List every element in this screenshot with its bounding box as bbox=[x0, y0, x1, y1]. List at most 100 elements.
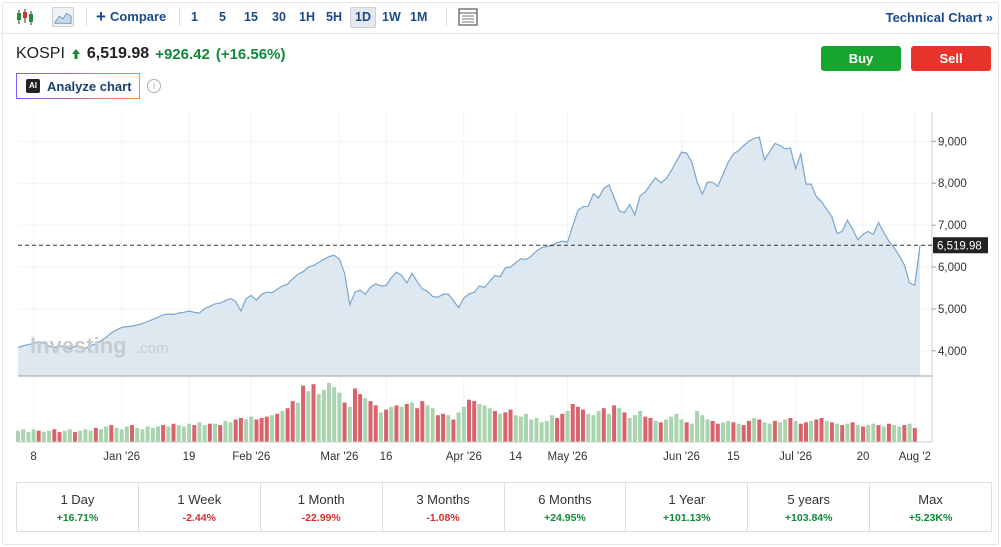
volume-bar bbox=[607, 413, 611, 442]
performance-value: +101.13% bbox=[663, 512, 711, 524]
instrument-header: KOSPI 6,519.98 +926.42 (+16.56%) bbox=[16, 45, 285, 63]
volume-bar bbox=[710, 420, 715, 442]
period-30[interactable]: 30 bbox=[272, 10, 286, 24]
volume-bar bbox=[695, 411, 700, 442]
volume-bar bbox=[275, 413, 280, 442]
x-tick-label: Jul '26 bbox=[779, 451, 812, 463]
performance-label: 6 Months bbox=[538, 492, 592, 507]
performance-6-months[interactable]: 6 Months +24.95% bbox=[505, 483, 627, 531]
volume-bar bbox=[575, 406, 580, 442]
performance-1-month[interactable]: 1 Month -22.99% bbox=[261, 483, 383, 531]
volume-bar bbox=[658, 422, 663, 442]
volume-bar bbox=[674, 413, 679, 442]
instrument-name: KOSPI bbox=[16, 45, 65, 62]
volume-bar bbox=[218, 425, 223, 442]
x-tick-label: 8 bbox=[30, 451, 36, 463]
volume-bar bbox=[689, 423, 694, 442]
volume-bar bbox=[886, 423, 891, 442]
current-price-label: 6,519.98 bbox=[937, 240, 982, 252]
volume-bar bbox=[814, 419, 819, 442]
period-1d[interactable]: 1D bbox=[350, 7, 376, 28]
price-line bbox=[17, 136, 921, 350]
x-tick-label: Mar '26 bbox=[320, 451, 358, 463]
candlestick-icon[interactable] bbox=[14, 7, 36, 27]
performance-value: +24.95% bbox=[544, 512, 586, 524]
x-tick-label: 14 bbox=[509, 451, 522, 463]
price-change: +926.42 bbox=[155, 45, 210, 63]
volume-bar bbox=[861, 426, 865, 442]
data-table-icon[interactable] bbox=[457, 7, 479, 27]
technical-chart-link[interactable]: Technical Chart » bbox=[885, 10, 993, 25]
period-1h[interactable]: 1H bbox=[299, 10, 315, 24]
buy-button[interactable]: Buy bbox=[821, 46, 901, 71]
volume-bar bbox=[467, 399, 471, 442]
volume-bar bbox=[871, 423, 876, 442]
volume-bar bbox=[850, 422, 855, 442]
performance-3-months[interactable]: 3 Months -1.08% bbox=[383, 483, 505, 531]
period-1m[interactable]: 1M bbox=[410, 10, 428, 24]
volume-bar bbox=[98, 429, 103, 442]
volume-bar bbox=[824, 420, 829, 442]
volume-bar bbox=[327, 382, 331, 442]
x-tick-label: 15 bbox=[727, 451, 740, 463]
volume-bar bbox=[109, 425, 114, 442]
volume-bar bbox=[254, 419, 259, 442]
volume-bar bbox=[358, 394, 363, 442]
period-5h[interactable]: 5H bbox=[326, 10, 342, 24]
plus-icon: + bbox=[96, 7, 106, 26]
volume-bar bbox=[176, 425, 181, 442]
performance-1-day[interactable]: 1 Day +16.71% bbox=[17, 483, 139, 531]
performance-label: 1 Month bbox=[297, 492, 345, 507]
period-5[interactable]: 5 bbox=[219, 10, 226, 24]
volume-bar bbox=[88, 430, 93, 442]
volume-bar bbox=[373, 405, 378, 442]
volume-bar bbox=[384, 409, 389, 442]
volume-bar bbox=[829, 422, 834, 442]
period-15[interactable]: 15 bbox=[244, 10, 258, 24]
volume-bar bbox=[503, 412, 508, 442]
volume-bar bbox=[145, 426, 150, 442]
volume-bar bbox=[166, 426, 171, 442]
volume-bar bbox=[498, 413, 503, 442]
volume-bar bbox=[472, 401, 477, 442]
performance-1-week[interactable]: 1 Week -2.44% bbox=[139, 483, 261, 531]
volume-bar bbox=[41, 432, 46, 442]
y-tick-label: 7,000 bbox=[938, 220, 967, 232]
volume-bar bbox=[197, 422, 202, 442]
volume-bar bbox=[612, 405, 617, 442]
volume-bar bbox=[135, 427, 140, 442]
volume-bar bbox=[809, 420, 814, 442]
performance-1-year[interactable]: 1 Year +101.13% bbox=[626, 483, 749, 531]
arrow-up-icon bbox=[71, 49, 80, 59]
info-icon[interactable]: i bbox=[147, 79, 161, 93]
volume-bar bbox=[363, 398, 368, 442]
performance-value: -22.99% bbox=[301, 512, 341, 524]
area-chart-icon[interactable] bbox=[52, 7, 74, 27]
volume-bar bbox=[394, 405, 399, 442]
performance-5-years[interactable]: 5 years +103.84% bbox=[748, 483, 871, 531]
volume-bar bbox=[119, 429, 124, 442]
volume-bar bbox=[581, 409, 585, 442]
volume-bar bbox=[270, 415, 274, 442]
compare-button[interactable]: + Compare bbox=[96, 7, 166, 26]
volume-bar bbox=[902, 425, 907, 442]
performance-max[interactable]: Max +5.23K% bbox=[870, 483, 991, 531]
volume-bar bbox=[280, 411, 285, 442]
y-tick-label: 5,000 bbox=[938, 304, 967, 316]
analyze-chart-button[interactable]: AI Analyze chart bbox=[16, 73, 140, 99]
x-tick-label: Apr '26 bbox=[446, 451, 482, 463]
sell-button[interactable]: Sell bbox=[911, 46, 991, 71]
volume-bar bbox=[539, 422, 544, 442]
period-1w[interactable]: 1W bbox=[382, 10, 401, 24]
volume-bar bbox=[316, 394, 321, 442]
performance-label: Max bbox=[918, 492, 943, 507]
volume-bar bbox=[202, 425, 207, 442]
price-change-percent: (+16.56%) bbox=[215, 45, 286, 63]
volume-bar bbox=[389, 406, 394, 442]
x-tick-label: Aug '2 bbox=[899, 451, 931, 463]
x-tick-label: Feb '26 bbox=[232, 451, 270, 463]
volume-bar bbox=[156, 426, 160, 442]
period-1[interactable]: 1 bbox=[191, 10, 198, 24]
volume-bar bbox=[456, 412, 461, 442]
